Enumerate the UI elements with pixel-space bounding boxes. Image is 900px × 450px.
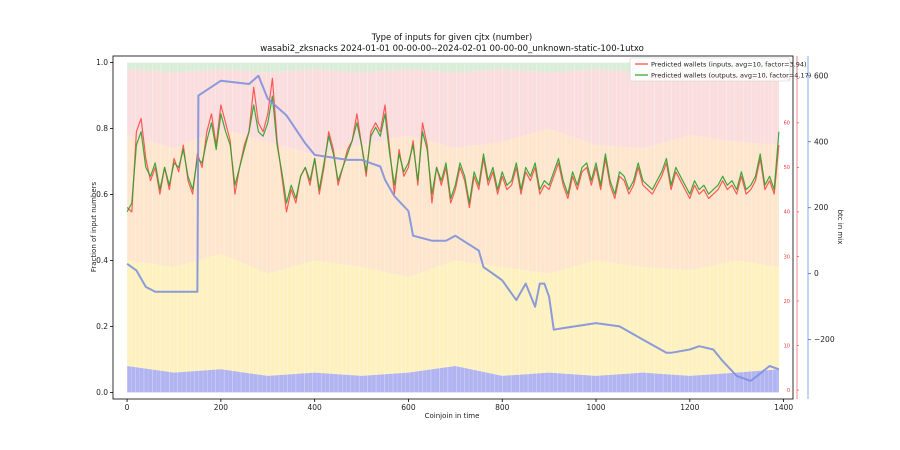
y-tick-label: 0.2 [96,322,108,331]
y-axis-left: 0.0 0.2 0.4 0.6 0.8 1.0 [96,58,113,397]
band-middle [127,253,779,376]
y2-axis-label: btc in mix [836,210,844,245]
y-tick-label: 0.8 [96,124,108,133]
wallets-tick-label: 40 [784,210,790,216]
series-line-0 [126,77,780,213]
x-tick-label: 600 [401,403,416,412]
band-top [127,69,779,155]
wallets-tick-label: 30 [784,254,790,260]
series-line-2 [126,74,780,382]
chart-subtitle: wasabi2_zksnacks 2024-01-01 00-00-00--20… [260,44,644,54]
right-tick-label: 200 [814,203,829,212]
band-cap [127,62,779,73]
y-axis-label: Fraction of input numbers [90,181,98,272]
band-upper [127,128,779,277]
x-tick-label: 1200 [680,403,699,412]
series-line-1 [126,95,780,213]
legend-box [629,57,791,82]
wallets-tick-label: 60 [784,121,790,127]
x-tick-label: 200 [214,403,229,412]
x-tick-label: 800 [495,403,510,412]
x-tick-label: 1000 [586,403,605,412]
y-tick-label: 0.4 [96,256,108,265]
x-axis-label: Coinjoin in time [425,412,480,420]
right-tick-label: −200 [814,335,835,344]
stacked-bands [126,62,779,393]
legend-label-outputs: Predicted wallets (outputs, avg=10, fact… [651,72,811,80]
right-tick-label: 0 [814,269,819,278]
y-tick-label: 0.6 [96,190,108,199]
legend-label-inputs: Predicted wallets (inputs, avg=10, facto… [651,61,807,69]
chart-title: Type of inputs for given cjtx (number) [371,33,533,43]
wallets-tick-label: 20 [784,299,790,305]
wallets-tick-label: 10 [784,343,790,349]
x-tick-label: 400 [307,403,322,412]
y-tick-label: 0.0 [96,388,108,397]
y-tick-label: 1.0 [96,58,108,67]
x-axis: 0 200 400 600 800 1000 1200 1400 [125,399,793,412]
wallets-tick-label: 50 [784,165,790,171]
legend: Predicted wallets (inputs, avg=10, facto… [629,57,811,82]
y-axis-wallets: 010203040506070 [784,56,799,399]
series-lines [126,74,780,382]
right-tick-label: 400 [814,137,829,146]
right-tick-label: 600 [814,71,829,80]
x-tick-label: 0 [125,403,130,412]
wallets-tick-label: 0 [787,388,790,394]
plot-frame [112,55,794,400]
band-bottom [127,366,779,393]
x-tick-label: 1400 [774,403,793,412]
y-axis-right: −200 0 200 400 600 [807,56,835,399]
